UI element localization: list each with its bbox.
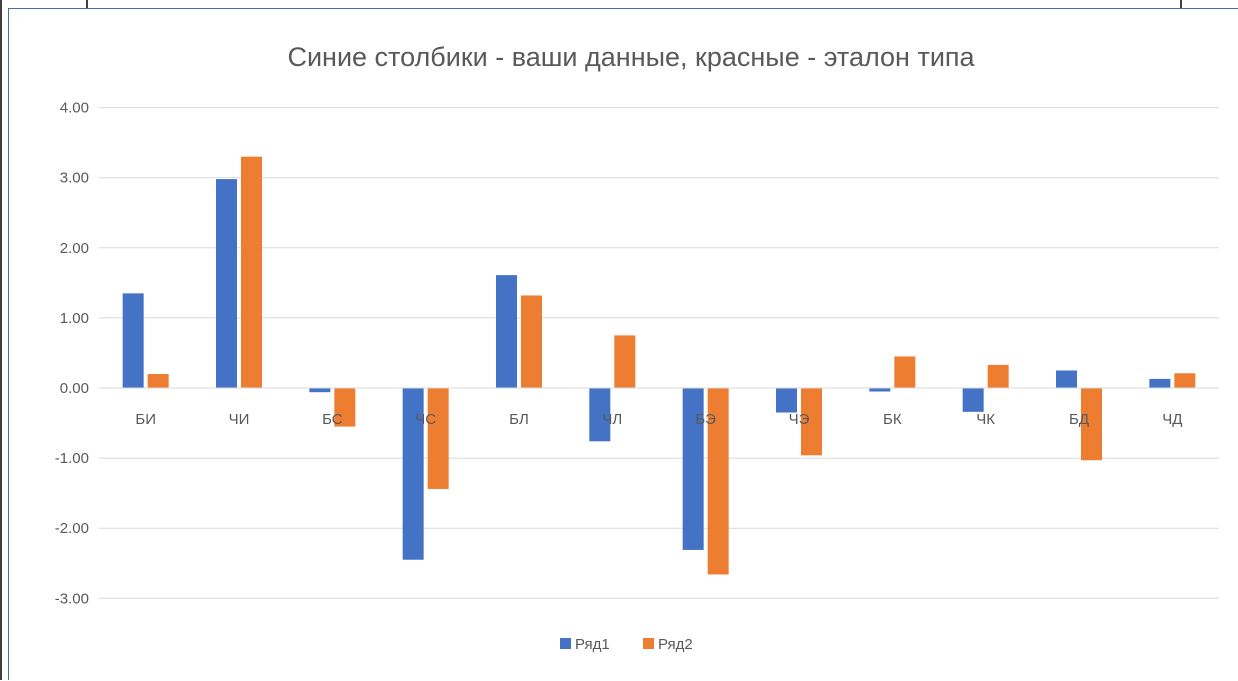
x-category-label: БЛ <box>509 411 529 428</box>
bar-series1 <box>216 179 237 388</box>
bar-series2 <box>707 388 729 575</box>
bar-series2 <box>1081 388 1102 461</box>
y-tick-label: -3.00 <box>55 590 89 607</box>
bar-series1 <box>309 388 331 393</box>
y-tick-label: 1.00 <box>60 310 89 327</box>
bar-series1 <box>869 388 891 392</box>
y-axis-ticks: 4.00 3.00 2.00 1.00 0.00 -1.00 -2.00 -3.00 <box>55 100 89 608</box>
y-tick-label: 0.00 <box>60 380 89 397</box>
x-category-label: БИ <box>135 411 156 428</box>
bar-series1 <box>1056 370 1077 388</box>
legend: Ряд1 Ряд2 <box>560 636 693 653</box>
bar-series2 <box>987 364 1009 388</box>
bar-series1 <box>776 388 797 413</box>
bar-series2 <box>1174 373 1196 388</box>
bar-series2 <box>241 156 262 388</box>
bar-series2 <box>894 356 916 388</box>
bar-series1 <box>589 388 611 442</box>
y-tick-label: -1.00 <box>55 450 89 467</box>
x-category-label: БЭ <box>695 411 716 428</box>
bar-series2 <box>334 388 356 427</box>
x-category-label: БД <box>1069 411 1089 428</box>
legend-label: Ряд2 <box>658 636 693 653</box>
x-category-label: ЧС <box>415 411 436 428</box>
x-category-label: БС <box>322 411 343 428</box>
bar-series1 <box>1149 378 1171 388</box>
gridlines <box>99 107 1219 599</box>
x-category-label: ЧД <box>1162 411 1182 428</box>
y-tick-label: -2.00 <box>55 520 89 537</box>
legend-label: Ряд1 <box>575 636 610 653</box>
bar-series2 <box>614 335 636 388</box>
x-category-label: ЧЭ <box>789 411 810 428</box>
chart-area[interactable]: Синие столбики - ваши данные, красные - … <box>8 8 1238 680</box>
bar-series1 <box>122 293 144 388</box>
bar-series2 <box>427 388 449 489</box>
y-tick-label: 2.00 <box>60 240 89 257</box>
y-tick-label: 4.00 <box>60 100 89 117</box>
bar-series2 <box>801 388 822 456</box>
x-category-label: ЧИ <box>229 411 250 428</box>
legend-swatch <box>643 638 654 649</box>
x-category-label: БК <box>883 411 902 428</box>
bar-series1 <box>682 388 704 550</box>
bar-series1 <box>496 275 517 388</box>
legend-swatch <box>560 638 571 649</box>
bar-series1 <box>402 388 424 560</box>
x-axis-categories: БИ ЧИ БС ЧС БЛ ЧЛ БЭ ЧЭ БК ЧК БД ЧД <box>135 411 1182 428</box>
bar-series2 <box>521 295 542 388</box>
bars <box>122 156 1196 575</box>
y-tick-label: 3.00 <box>60 170 89 187</box>
bar-series2 <box>147 373 169 388</box>
bar-chart: Синие столбики - ваши данные, красные - … <box>55 42 1219 653</box>
x-category-label: ЧК <box>976 411 995 428</box>
x-category-label: ЧЛ <box>602 411 622 428</box>
chart-title: Синие столбики - ваши данные, красные - … <box>287 42 975 72</box>
bar-series1 <box>962 388 984 412</box>
